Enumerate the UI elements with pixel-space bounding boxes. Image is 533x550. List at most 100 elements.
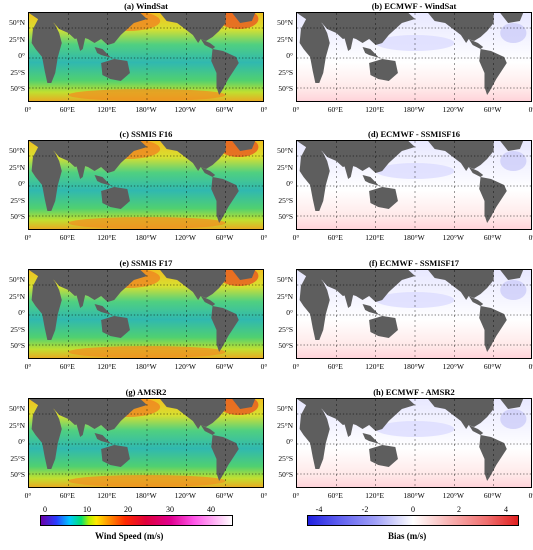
- bias-tick: -4: [315, 505, 323, 514]
- latitude-label: 25°S: [10, 67, 25, 77]
- land-mass: [211, 177, 239, 223]
- land-mass: [232, 141, 256, 151]
- land-mass: [369, 445, 398, 467]
- map-frame: [296, 140, 532, 230]
- latitude-label: 50°N: [277, 404, 293, 413]
- longitude-label: 120°W: [442, 491, 464, 500]
- land-mass: [369, 187, 398, 209]
- longitude-label: 120°E: [97, 362, 117, 371]
- land-mass: [362, 433, 384, 445]
- negative-bias-region: [500, 280, 527, 300]
- land-mass: [101, 59, 130, 81]
- latitude-label: 50°N: [277, 275, 293, 284]
- longitude-label: 60°W: [483, 105, 502, 114]
- land-mass: [94, 433, 116, 445]
- land-mass: [299, 274, 330, 340]
- longitude-label: 180°W: [403, 362, 425, 371]
- latitude-label: 25°N: [277, 420, 293, 430]
- longitude-label: 0°: [528, 362, 533, 371]
- longitude-label: 60°E: [327, 105, 343, 114]
- land-mass: [76, 423, 86, 437]
- wind-speed-map: [29, 270, 263, 358]
- land-mass: [232, 399, 256, 409]
- longitude-label: 60°E: [59, 362, 75, 371]
- longitude-label: 120°W: [442, 105, 464, 114]
- land-mass: [468, 167, 484, 177]
- latitude-label: 50°N: [9, 146, 25, 155]
- longitude-label: 60°E: [59, 491, 75, 500]
- latitude-label: 0°: [18, 179, 25, 188]
- latitude-label: 50°S: [10, 84, 25, 93]
- longitude-label: 180°W: [135, 491, 157, 500]
- panel-title: (d) ECMWF - SSMISF16: [367, 129, 460, 139]
- longitude-label: 60°W: [215, 105, 234, 114]
- longitude-label: 60°W: [215, 233, 234, 242]
- land-mass: [200, 296, 216, 306]
- latitude-label: 25°N: [9, 34, 25, 44]
- land-mass: [468, 39, 484, 49]
- land-mass: [479, 177, 507, 223]
- longitude-label: 120°W: [174, 491, 196, 500]
- latitude-label: 50°S: [10, 470, 25, 479]
- longitude-label: 120°E: [365, 105, 385, 114]
- land-mass: [29, 399, 147, 431]
- land-mass: [76, 37, 86, 51]
- panel-title: (h) ECMWF - AMSR2: [373, 387, 455, 397]
- latitude-label: 25°S: [278, 453, 293, 463]
- longitude-label: 180°W: [403, 491, 425, 500]
- land-mass: [31, 274, 62, 340]
- land-mass: [344, 165, 354, 179]
- speed-tick: 30: [166, 505, 174, 514]
- panel-title: (b) ECMWF - WindSat: [371, 1, 457, 11]
- longitude-label: 180°W: [403, 233, 425, 242]
- longitude-label: 0°: [260, 491, 268, 500]
- land-mass: [344, 423, 354, 437]
- longitude-label: 60°W: [483, 233, 502, 242]
- land-mass: [369, 316, 398, 338]
- wind-speed-map: [29, 141, 263, 229]
- land-mass: [29, 141, 147, 173]
- longitude-label: 120°E: [365, 362, 385, 371]
- latitude-label: 25°N: [9, 162, 25, 172]
- longitude-label: 0°: [292, 491, 300, 500]
- latitude-label: 50°N: [277, 18, 293, 27]
- land-mass: [479, 435, 507, 481]
- longitude-label: 120°W: [174, 362, 196, 371]
- longitude-label: 120°W: [174, 233, 196, 242]
- land-mass: [31, 403, 62, 469]
- latitude-label: 25°N: [9, 291, 25, 301]
- latitude-label: 0°: [286, 51, 293, 60]
- map-frame: [28, 12, 264, 102]
- land-mass: [31, 145, 62, 211]
- wind-speed-colorbar-title: Wind Speed (m/s): [95, 531, 164, 541]
- negative-bias-region: [500, 409, 527, 429]
- land-mass: [500, 141, 524, 151]
- latitude-label: 50°N: [9, 404, 25, 413]
- longitude-label: 60°E: [327, 491, 343, 500]
- latitude-label: 0°: [286, 179, 293, 188]
- land-mass: [211, 49, 239, 95]
- longitude-label: 0°: [24, 233, 32, 242]
- land-mass: [297, 13, 415, 45]
- negative-bias-region: [500, 151, 527, 171]
- latitude-label: 50°S: [278, 84, 293, 93]
- map-frame: [296, 12, 532, 102]
- wind-speed-map: [29, 399, 263, 487]
- bias-colorbar-title: Bias (m/s): [388, 531, 427, 541]
- latitude-label: 50°S: [10, 212, 25, 221]
- longitude-label: 60°W: [215, 491, 234, 500]
- land-mass: [344, 294, 354, 308]
- land-mass: [211, 306, 239, 352]
- speed-tick: 20: [124, 505, 132, 514]
- longitude-label: 0°: [260, 362, 268, 371]
- land-mass: [200, 167, 216, 177]
- land-mass: [362, 175, 384, 187]
- land-mass: [297, 270, 415, 302]
- land-mass: [299, 17, 330, 83]
- latitude-label: 0°: [18, 308, 25, 317]
- longitude-label: 180°W: [135, 362, 157, 371]
- land-mass: [297, 399, 415, 431]
- land-mass: [101, 316, 130, 338]
- longitude-label: 60°W: [483, 362, 502, 371]
- land-mass: [362, 304, 384, 316]
